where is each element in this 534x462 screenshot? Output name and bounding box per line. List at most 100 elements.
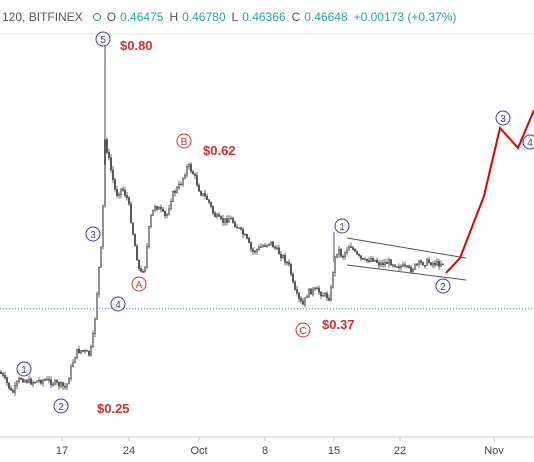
candle-body xyxy=(410,267,412,272)
candle-body xyxy=(156,206,158,210)
candle-body xyxy=(350,246,352,249)
candle-body xyxy=(106,139,108,153)
candle-body xyxy=(196,175,198,186)
candle-body xyxy=(44,379,46,382)
candle-body xyxy=(286,261,288,264)
candle-body xyxy=(194,173,196,176)
candle-body xyxy=(278,247,280,255)
candle-body xyxy=(34,381,36,384)
candle-body xyxy=(234,222,236,228)
wave-marker-circle xyxy=(435,278,451,294)
status-dot-icon xyxy=(92,13,101,21)
candle-body xyxy=(248,237,250,243)
candle-body xyxy=(88,350,90,356)
candle-body xyxy=(224,218,226,223)
candle-body xyxy=(382,262,384,266)
candle-body xyxy=(166,213,168,217)
wave-marker-label: B xyxy=(181,137,188,148)
high-value: 0.46780 xyxy=(182,10,226,24)
open-label: O xyxy=(106,10,117,24)
candle-body xyxy=(186,166,188,176)
candle-body xyxy=(82,349,84,352)
candle-body xyxy=(412,269,414,272)
wave-marker-circle xyxy=(334,218,350,234)
candle-body xyxy=(360,255,362,259)
candle-body xyxy=(24,379,26,383)
candle-body xyxy=(20,377,22,380)
wave-marker-label: 4 xyxy=(115,300,121,311)
candle-body xyxy=(404,264,406,267)
wave-marker-circle xyxy=(110,296,126,312)
candle-body xyxy=(264,245,266,247)
candle-body xyxy=(174,190,176,193)
candle-body xyxy=(344,252,346,257)
candle-body xyxy=(32,381,34,385)
symbol-label[interactable]: 120, BITFINEX xyxy=(2,10,83,24)
candle-body xyxy=(266,244,268,247)
candle-body xyxy=(312,288,314,295)
candle-body xyxy=(230,217,232,220)
wave-marker-w3-early: 3 xyxy=(85,226,101,242)
candle-body xyxy=(158,207,160,210)
candle-body xyxy=(322,295,324,297)
wave-marker-circle xyxy=(131,276,147,292)
candle-body xyxy=(302,300,304,305)
candle-body xyxy=(10,387,12,391)
candle-body xyxy=(2,373,4,376)
candle-body xyxy=(18,377,20,383)
wave-marker-label: 1 xyxy=(339,222,345,233)
candle-body xyxy=(160,207,162,210)
candle-body xyxy=(352,247,354,250)
candle-body xyxy=(238,227,240,230)
wave-marker-label: 3 xyxy=(90,230,96,241)
candle-body xyxy=(38,379,40,382)
candle-body xyxy=(66,383,68,388)
candle-body xyxy=(42,379,44,384)
candle-body xyxy=(348,246,350,251)
candle-body xyxy=(260,246,262,249)
wave-marker-w3-proj: 3 xyxy=(495,110,511,126)
wave-marker-circle xyxy=(176,133,192,149)
candle-body xyxy=(406,265,408,268)
candle-body xyxy=(246,233,248,239)
x-tick-label: Nov xyxy=(484,445,504,457)
candle-body xyxy=(432,262,434,266)
price-label-c: $0.37 xyxy=(322,317,355,332)
candle-body xyxy=(178,183,180,188)
candle-body xyxy=(334,256,336,274)
candle-body xyxy=(240,227,242,230)
wave-marker-wc: C xyxy=(295,322,311,338)
candle-body xyxy=(428,259,430,263)
candle-body xyxy=(270,241,272,245)
candle-body xyxy=(386,262,388,265)
candle-body xyxy=(94,318,96,334)
candle-body xyxy=(376,259,378,263)
candle-body xyxy=(438,261,440,267)
candle-body xyxy=(134,234,136,247)
wave-marker-label: 4 xyxy=(527,138,533,149)
wave-marker-circle xyxy=(495,110,511,126)
candle-body xyxy=(394,264,396,267)
candle-body xyxy=(422,262,424,266)
candle-body xyxy=(426,259,428,266)
high-label: H xyxy=(169,10,179,24)
wave-marker-label: 3 xyxy=(500,114,506,125)
candle-body xyxy=(214,212,216,218)
candle-body xyxy=(436,261,438,266)
candle-body xyxy=(320,291,322,297)
candle-body xyxy=(268,243,270,246)
candle-body xyxy=(180,183,182,186)
candle-body xyxy=(122,188,124,191)
candle-body xyxy=(198,184,200,192)
candle-body xyxy=(310,288,312,295)
wave-marker-w1-late: 1 xyxy=(334,218,350,234)
candle-body xyxy=(228,218,230,223)
candle-body xyxy=(296,289,298,294)
wave-marker-wa: A xyxy=(131,276,147,292)
candle-body xyxy=(340,248,342,257)
candle-body xyxy=(96,293,98,320)
candle-body xyxy=(74,357,76,364)
candle-body xyxy=(40,379,42,384)
candle-body xyxy=(398,266,400,268)
